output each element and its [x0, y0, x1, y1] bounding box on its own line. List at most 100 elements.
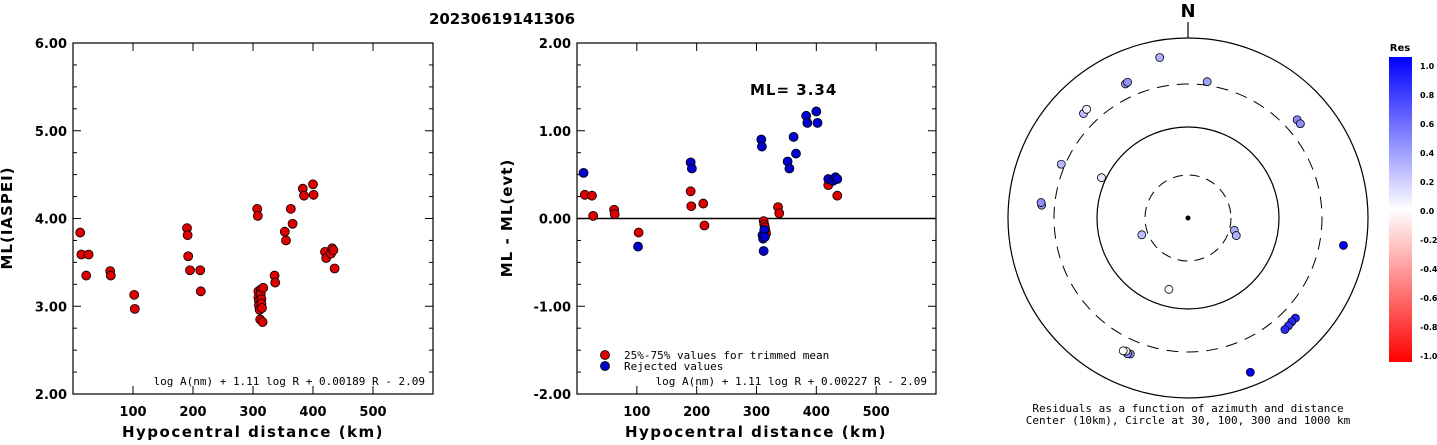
legend-marker-rejected	[600, 361, 610, 371]
colorbar-tick-label: -0.8	[1420, 323, 1437, 332]
colorbar-ticks: 1.0 0.8 0.6 0.4 0.2 0.0 -0.2 -0.4 -0.6 -0.8 -1.0	[1420, 62, 1437, 361]
legend-label-trimmed: 25%-75% values for trimmed mean	[624, 349, 829, 362]
plot2-xlabel: Hypocentral distance (km)	[625, 423, 887, 441]
plot1-ytick-label: 3.00	[35, 300, 67, 315]
colorbar-tick-label: -0.2	[1420, 236, 1437, 245]
plot1-point	[270, 277, 281, 288]
plot2-ytick-label: 2.00	[539, 37, 571, 52]
plot1-point	[279, 226, 290, 237]
plot2-ylabel: ML - ML(evt)	[498, 159, 516, 277]
colorbar-gradient	[1389, 57, 1412, 362]
azimuth-distance-plot: N Residuals as a function of azimuth and…	[1007, 1, 1369, 427]
plot1-point	[183, 251, 194, 262]
plot2-ytick-label: 1.00	[539, 125, 571, 140]
event-title: 20230619141306	[429, 10, 575, 28]
plot2-xtick-label: 400	[803, 405, 830, 420]
plot2-point	[784, 163, 795, 174]
colorbar-tick-label: -0.6	[1420, 294, 1437, 303]
plot1-point	[308, 179, 318, 190]
polar-points	[1036, 53, 1348, 377]
plot1-xtick-label: 400	[299, 405, 326, 420]
polar-point	[1097, 173, 1106, 183]
plot1-point	[308, 189, 319, 200]
polar-point	[1056, 159, 1066, 169]
ml-residual-plot: 100 200 300 400 500 -2.00 -1.00 0.00 1.00 2.00 ML…	[498, 37, 937, 441]
plot2-point	[686, 201, 697, 212]
plot1-point	[258, 282, 269, 293]
plot2-xtick-label: 100	[623, 405, 650, 420]
plot2-point	[802, 117, 813, 128]
plot2-point	[832, 190, 843, 201]
plot2-point	[774, 208, 785, 219]
plot1-point	[257, 317, 268, 327]
plot2-point	[791, 148, 801, 159]
plot2-ytick-label: 0.00	[539, 213, 571, 228]
ring-1000km	[1007, 37, 1369, 399]
plot2-point	[812, 117, 823, 128]
plot1-xlabel: Hypocentral distance (km)	[122, 423, 384, 441]
colorbar-tick-label: 0.8	[1420, 91, 1435, 100]
polar-point	[1231, 231, 1241, 240]
plot2-ytick-label: -1.00	[534, 300, 571, 315]
colorbar-tick-label: 0.6	[1420, 120, 1435, 129]
plot2-point	[832, 174, 843, 184]
plot2-point	[699, 220, 710, 231]
polar-point	[1280, 325, 1290, 334]
polar-point	[1155, 53, 1165, 62]
plot1-point	[328, 245, 339, 255]
plot1-point	[329, 263, 340, 274]
plot1-point	[285, 203, 296, 214]
plot1-xtick-label: 200	[179, 405, 206, 420]
plot1-ylabel: ML(IASPEI)	[0, 166, 16, 269]
plot2-point	[685, 186, 696, 197]
plot1-ytick-label: 2.00	[35, 388, 67, 403]
plot2-xtick-label: 200	[683, 405, 710, 420]
plot2-point	[758, 246, 769, 256]
plot1-point	[299, 190, 309, 201]
plot2-point	[578, 167, 589, 178]
plot1-xtick-label: 100	[119, 405, 146, 420]
plot1-point	[129, 303, 140, 314]
polar-point	[1339, 241, 1348, 250]
plot1-point	[182, 230, 193, 241]
polar-caption-1: Residuals as a function of azimuth and d…	[1032, 402, 1343, 415]
plot2-point	[811, 106, 822, 117]
plot1-ytick-label: 5.00	[35, 125, 67, 140]
plot2-point	[633, 227, 644, 238]
polar-point	[1202, 77, 1212, 87]
colorbar-title: Res	[1390, 43, 1410, 54]
plot1-xtick-label: 500	[359, 405, 386, 420]
plot2-points	[578, 106, 843, 256]
plot1-point	[195, 265, 206, 276]
plot1-point	[75, 227, 86, 238]
plot2-xtick-label: 500	[863, 405, 890, 420]
polar-point	[1118, 346, 1128, 356]
polar-caption-2: Center (10km), Circle at 30, 100, 300 an…	[1026, 414, 1351, 427]
ring-100km	[1096, 126, 1280, 310]
plot1-ytick-label: 6.00	[35, 37, 67, 52]
residual-colorbar: Res 1.0 0.8 0.6 0.4 0.2 0.0 -0.2 -0.4 -0.6 -0.8 -1…	[1389, 43, 1437, 362]
plot1-point	[195, 286, 206, 297]
plot1-point	[281, 235, 291, 246]
legend-label-rejected: Rejected values	[624, 360, 723, 373]
plot1-point	[185, 265, 195, 276]
polar-point	[1137, 230, 1147, 240]
plot2-point	[587, 190, 597, 201]
plot2-point	[588, 210, 599, 221]
colorbar-tick-label: -1.0	[1420, 352, 1437, 361]
polar-point	[1295, 119, 1305, 129]
plot2-point	[788, 131, 799, 142]
ring-30km	[1144, 174, 1232, 262]
ring-300km	[1053, 83, 1323, 353]
plot1-point	[81, 270, 92, 281]
polar-point	[1123, 77, 1132, 87]
plot2-point	[633, 241, 643, 252]
ml-iaspei-plot: 100 200 300 400 500 2.00 3.00 4.00 5.00 6.00 log …	[0, 37, 434, 441]
plot1-frame	[72, 42, 434, 395]
plot1-point	[129, 289, 140, 300]
plot2-point	[759, 232, 770, 242]
plot2-formula: log A(nm) + 1.11 log R + 0.00227 R - 2.0…	[655, 375, 927, 388]
colorbar-tick-label: 0.0	[1420, 207, 1435, 216]
colorbar-tick-label: 0.4	[1420, 149, 1435, 158]
